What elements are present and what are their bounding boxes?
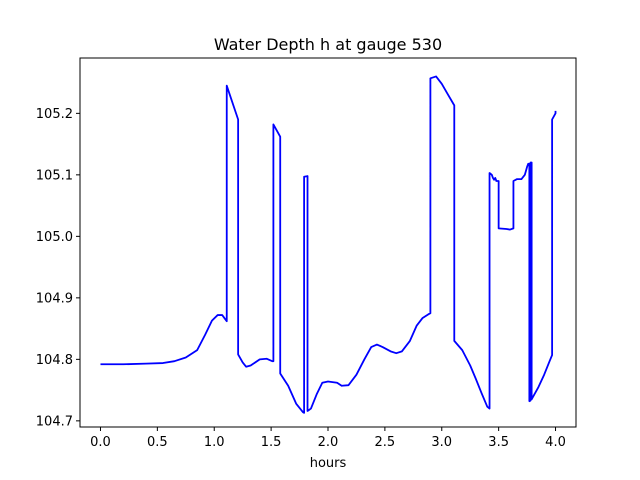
x-tick-label: 2.5 [375, 435, 396, 450]
x-tick-label: 3.0 [431, 435, 452, 450]
x-tick-label: 0.0 [90, 435, 111, 450]
x-tick-label: 1.0 [204, 435, 225, 450]
y-tick-label: 104.7 [36, 414, 73, 429]
x-axis-label: hours [310, 456, 347, 471]
y-tick-label: 105.0 [36, 230, 73, 245]
x-axis: 0.0 0.5 1.0 1.5 2.0 2.5 3.0 3.5 4.0 [90, 427, 566, 450]
chart-title: Water Depth h at gauge 530 [214, 35, 442, 54]
x-tick-label: 3.5 [488, 435, 509, 450]
y-axis: 104.7 104.8 104.9 105.0 105.1 105.2 [36, 107, 80, 429]
x-tick-label: 0.5 [147, 435, 168, 450]
y-tick-label: 105.1 [36, 168, 73, 183]
y-tick-label: 105.2 [36, 107, 73, 122]
x-tick-label: 4.0 [545, 435, 566, 450]
x-tick-label: 1.5 [261, 435, 282, 450]
x-tick-label: 2.0 [318, 435, 339, 450]
y-tick-label: 104.8 [36, 353, 73, 368]
y-tick-label: 104.9 [36, 291, 73, 306]
series-line [100, 75, 557, 414]
